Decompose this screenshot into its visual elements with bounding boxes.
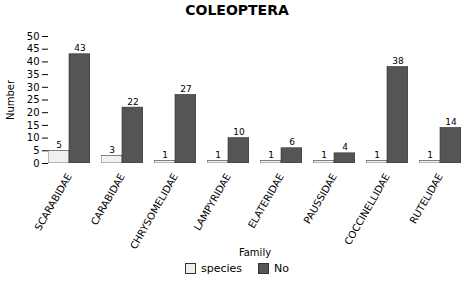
- svg-text:25: 25: [27, 94, 40, 105]
- svg-text:38: 38: [392, 56, 404, 66]
- svg-text:1: 1: [374, 150, 380, 160]
- svg-text:30: 30: [27, 82, 40, 93]
- html-text:species: species: [201, 261, 243, 275]
- svg-text:3: 3: [109, 145, 115, 155]
- svg-text:Family: Family: [239, 247, 271, 258]
- svg-text:1: 1: [215, 150, 221, 160]
- svg-text:CARABIDAE: CARABIDAE: [89, 172, 127, 227]
- svg-text:PAUSSIDAE: PAUSSIDAE: [302, 172, 339, 226]
- svg-text:1: 1: [162, 150, 168, 160]
- svg-text:CHRYSOMELIDAE: CHRYSOMELIDAE: [128, 172, 180, 251]
- svg-text:5: 5: [33, 145, 39, 156]
- svg-text:4: 4: [342, 142, 348, 152]
- svg-text:10: 10: [233, 127, 245, 137]
- svg-text:LAMPYRIDAE: LAMPYRIDAE: [192, 172, 233, 233]
- svg-text:50: 50: [27, 31, 40, 42]
- svg-text:22: 22: [127, 97, 138, 107]
- svg-text:14: 14: [445, 117, 457, 127]
- svg-text:Number: Number: [5, 79, 16, 120]
- svg-text:SCARABIDAE: SCARABIDAE: [32, 172, 74, 233]
- svg-text:0: 0: [33, 158, 39, 169]
- svg-text:45: 45: [27, 43, 40, 54]
- svg-text:40: 40: [27, 56, 40, 67]
- svg-text:10: 10: [27, 132, 40, 143]
- svg-text:6: 6: [289, 137, 295, 147]
- svg-text:1: 1: [321, 150, 327, 160]
- svg-text:COCCINELLIDAE: COCCINELLIDAE: [342, 172, 392, 247]
- svg-text:35: 35: [27, 69, 40, 80]
- svg-text:20: 20: [27, 107, 40, 118]
- svg-text:ELATERIDAE: ELATERIDAE: [246, 172, 286, 231]
- svg-text:RUTELIDAE: RUTELIDAE: [408, 172, 445, 226]
- svg-text:1: 1: [427, 150, 433, 160]
- html-text:COLEOPTERA: COLEOPTERA: [185, 2, 289, 18]
- svg-text:15: 15: [27, 120, 40, 131]
- svg-text:43: 43: [74, 43, 85, 53]
- svg-text:5: 5: [56, 140, 62, 150]
- html-text:No: No: [274, 261, 289, 275]
- svg-text:27: 27: [180, 84, 191, 94]
- svg-text:1: 1: [268, 150, 274, 160]
